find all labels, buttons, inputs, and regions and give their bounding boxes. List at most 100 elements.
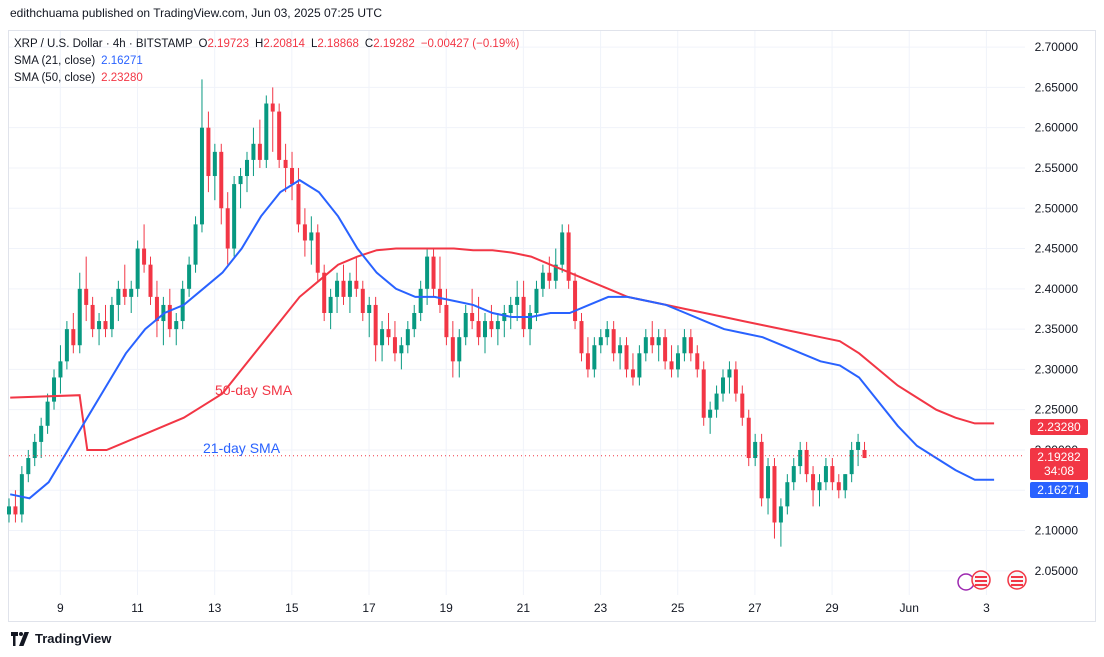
candle[interactable]: [154, 280, 159, 338]
candle[interactable]: [663, 329, 668, 370]
candle[interactable]: [32, 433, 37, 467]
candle[interactable]: [341, 264, 346, 305]
candle[interactable]: [778, 498, 783, 547]
candle[interactable]: [283, 143, 288, 193]
candle[interactable]: [630, 353, 635, 386]
candle[interactable]: [367, 296, 372, 338]
candle[interactable]: [315, 224, 320, 281]
candle[interactable]: [64, 321, 69, 370]
candle[interactable]: [19, 466, 24, 523]
candle[interactable]: [579, 313, 584, 362]
candle[interactable]: [245, 151, 250, 193]
candle[interactable]: [212, 143, 217, 201]
candle[interactable]: [823, 458, 828, 491]
candle[interactable]: [515, 280, 520, 322]
candle[interactable]: [843, 474, 848, 499]
candle[interactable]: [560, 224, 565, 273]
candle[interactable]: [540, 264, 545, 297]
candle[interactable]: [116, 280, 121, 322]
candle[interactable]: [605, 321, 610, 346]
candle[interactable]: [611, 321, 616, 362]
candle[interactable]: [405, 321, 410, 354]
legend-sma21-row[interactable]: SMA (21, close) 2.16271: [14, 53, 519, 70]
candle[interactable]: [643, 329, 648, 362]
candle[interactable]: [727, 361, 732, 394]
candle[interactable]: [476, 296, 481, 346]
candle[interactable]: [534, 280, 539, 322]
candle[interactable]: [167, 288, 172, 338]
candle[interactable]: [425, 248, 430, 305]
candle[interactable]: [547, 256, 552, 289]
candle[interactable]: [296, 167, 301, 233]
tradingview-brand[interactable]: TradingView: [10, 631, 111, 646]
candle[interactable]: [463, 304, 468, 346]
candle[interactable]: [830, 458, 835, 491]
candle[interactable]: [444, 288, 449, 346]
candle[interactable]: [26, 449, 31, 483]
candle[interactable]: [714, 385, 719, 418]
candle[interactable]: [386, 313, 391, 346]
candle[interactable]: [174, 313, 179, 346]
candle[interactable]: [791, 458, 796, 491]
candle[interactable]: [277, 103, 282, 168]
candle[interactable]: [669, 345, 674, 378]
candle[interactable]: [721, 369, 726, 402]
candle[interactable]: [399, 337, 404, 370]
candle[interactable]: [573, 272, 578, 330]
candle[interactable]: [553, 248, 558, 289]
events-icon[interactable]: [957, 570, 991, 591]
legend-sma50-row[interactable]: SMA (50, close) 2.23280: [14, 70, 519, 87]
candle[interactable]: [7, 498, 11, 523]
candle[interactable]: [103, 304, 108, 338]
candle[interactable]: [52, 369, 57, 410]
legend-symbol-row[interactable]: XRP / U.S. Dollar · 4h · BITSTAMP O2.197…: [14, 36, 519, 53]
candle[interactable]: [457, 329, 462, 378]
candle[interactable]: [238, 167, 243, 209]
candle[interactable]: [232, 176, 237, 257]
candle[interactable]: [135, 240, 140, 297]
candle[interactable]: [193, 216, 198, 273]
candle[interactable]: [148, 256, 153, 305]
candle[interactable]: [431, 248, 436, 297]
candle[interactable]: [637, 345, 642, 386]
candle[interactable]: [257, 119, 262, 168]
candle[interactable]: [701, 361, 706, 426]
candle[interactable]: [251, 127, 256, 177]
candle[interactable]: [489, 304, 494, 338]
candle[interactable]: [862, 441, 867, 459]
us-flag-icon[interactable]: [1007, 570, 1027, 590]
candle[interactable]: [740, 385, 745, 426]
candle[interactable]: [328, 288, 333, 330]
candle[interactable]: [225, 192, 230, 265]
candle[interactable]: [624, 337, 629, 378]
candle[interactable]: [380, 321, 385, 362]
candle[interactable]: [759, 433, 764, 507]
candle[interactable]: [109, 296, 114, 338]
candle[interactable]: [695, 345, 700, 378]
candle[interactable]: [470, 288, 475, 330]
candle[interactable]: [290, 151, 295, 201]
candle[interactable]: [675, 345, 680, 378]
candle[interactable]: [592, 337, 597, 378]
candle[interactable]: [418, 280, 423, 322]
candle[interactable]: [502, 304, 507, 338]
candle[interactable]: [199, 79, 204, 233]
candle[interactable]: [733, 361, 738, 402]
candle[interactable]: [508, 296, 513, 330]
candle[interactable]: [708, 401, 713, 434]
candle[interactable]: [483, 313, 488, 354]
candle[interactable]: [77, 272, 82, 354]
chart-frame[interactable]: [8, 30, 1096, 622]
candle[interactable]: [412, 304, 417, 338]
candle[interactable]: [528, 304, 533, 346]
candle[interactable]: [521, 280, 526, 338]
candle[interactable]: [39, 417, 44, 459]
candle[interactable]: [206, 111, 211, 193]
candle[interactable]: [585, 337, 590, 378]
candle[interactable]: [650, 321, 655, 354]
candle[interactable]: [122, 264, 127, 305]
candle[interactable]: [360, 280, 365, 322]
candle[interactable]: [142, 224, 147, 273]
candle[interactable]: [598, 329, 603, 354]
